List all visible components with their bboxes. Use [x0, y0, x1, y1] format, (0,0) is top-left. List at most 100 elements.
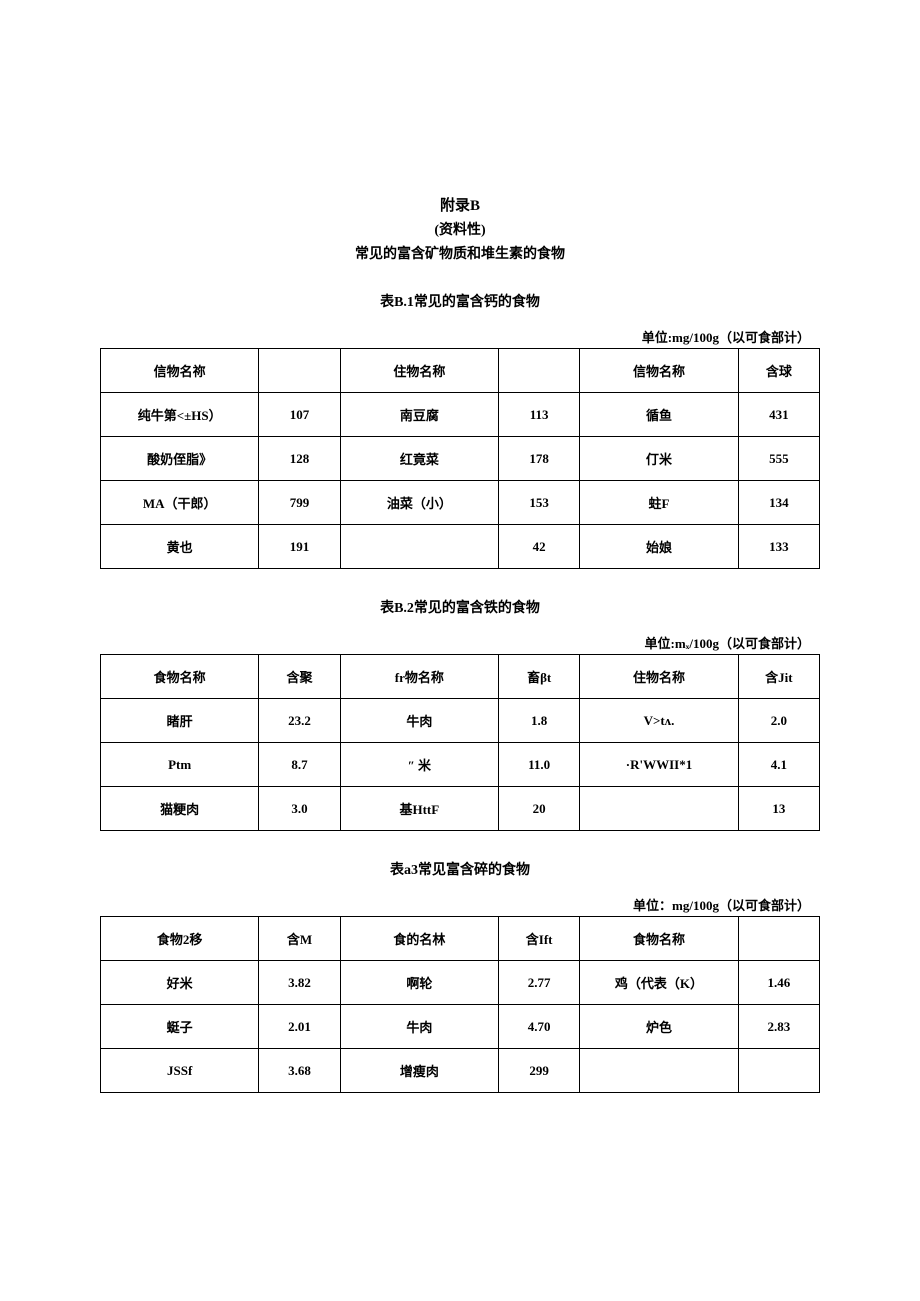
table-cell: 基HttF	[340, 787, 498, 831]
table-row: 好米3.82啊轮2.77鸡（代表（K）1.46	[101, 961, 820, 1005]
table-cell: 13	[738, 787, 819, 831]
table-cell: 鸡（代表（K）	[580, 961, 738, 1005]
table2-unit: 单位:mₓ/100g（以可食部计）	[100, 633, 820, 652]
table-cell: 猫粳肉	[101, 787, 259, 831]
table3-body: 好米3.82啊轮2.77鸡（代表（K）1.46蜓子2.01牛肉4.70炉色2.8…	[101, 961, 820, 1093]
table-cell: 107	[259, 393, 340, 437]
table-cell: 153	[499, 481, 580, 525]
table-cell: MA（干郎）	[101, 481, 259, 525]
table3: 食物2移 含M 食的名林 含Ift 食物名称 好米3.82啊轮2.77鸡（代表（…	[100, 916, 820, 1093]
table-row: 睹肝23.2牛肉1.8V>tᴧ.2.0	[101, 699, 820, 743]
table1-title: 表B.1常见的富含钙的食物	[100, 291, 820, 311]
document-header: 附录B (资料性) 常见的富含矿物质和堆生素的食物	[100, 194, 820, 263]
table2-title: 表B.2常见的富含铁的食物	[100, 597, 820, 617]
table-cell: 牛肉	[340, 1005, 498, 1049]
table-header: 含Ift	[499, 917, 580, 961]
table-cell: V>tᴧ.	[580, 699, 738, 743]
table-cell: Ptm	[101, 743, 259, 787]
table-cell: 799	[259, 481, 340, 525]
table-cell: 2.83	[738, 1005, 819, 1049]
table-row: 纯牛第<±HS）107南豆腐113循鱼431	[101, 393, 820, 437]
table-cell: 1.46	[738, 961, 819, 1005]
document-title: 常见的富含矿物质和堆生素的食物	[100, 243, 820, 263]
table-header: 含球	[738, 349, 819, 393]
table-row: JSSf3.68增瘦肉299	[101, 1049, 820, 1093]
table-cell	[340, 525, 498, 569]
table3-title: 表a3常见富含碎的食物	[100, 859, 820, 879]
table-cell: 循鱼	[580, 393, 738, 437]
table-cell: 蜓子	[101, 1005, 259, 1049]
table-row: 猫粳肉3.0基HttF2013	[101, 787, 820, 831]
table-cell: 2.0	[738, 699, 819, 743]
table-cell	[580, 1049, 738, 1093]
table-row: 信物名祢 住物名称 信物名称 含球	[101, 349, 820, 393]
table-cell: 黄也	[101, 525, 259, 569]
table-header	[259, 349, 340, 393]
table-cell: 191	[259, 525, 340, 569]
table-cell: 11.0	[499, 743, 580, 787]
table2: 食物名称 含聚 fr物名称 畜βt 住物名称 含Jit 睹肝23.2牛肉1.8V…	[100, 654, 820, 831]
table3-unit: 单位：mg/100g（以可食部计）	[100, 895, 820, 914]
table-cell: 南豆腐	[340, 393, 498, 437]
table-cell: 23.2	[259, 699, 340, 743]
table-cell: 133	[738, 525, 819, 569]
table-cell: 炉色	[580, 1005, 738, 1049]
table-cell: 128	[259, 437, 340, 481]
table-cell: 299	[499, 1049, 580, 1093]
table-cell: 酸奶侄脂》	[101, 437, 259, 481]
table-header: 信物名称	[580, 349, 738, 393]
table-cell: 始娘	[580, 525, 738, 569]
table-cell: 2.77	[499, 961, 580, 1005]
table-header: 食物名称	[101, 655, 259, 699]
table-row: 食物名称 含聚 fr物名称 畜βt 住物名称 含Jit	[101, 655, 820, 699]
table-cell: 113	[499, 393, 580, 437]
table-cell: JSSf	[101, 1049, 259, 1093]
table1-unit: 单位:mg/100g（以可食部计）	[100, 327, 820, 346]
table-cell: ″ 米	[340, 743, 498, 787]
table-row: MA（干郎）799油菜（小）153蛀F134	[101, 481, 820, 525]
table-cell: 增瘦肉	[340, 1049, 498, 1093]
table-cell: 油菜（小）	[340, 481, 498, 525]
table-cell: 4.70	[499, 1005, 580, 1049]
table-header: 食物2移	[101, 917, 259, 961]
table-cell: 红竟菜	[340, 437, 498, 481]
table-cell: 1.8	[499, 699, 580, 743]
table-cell: 3.68	[259, 1049, 340, 1093]
table-cell: 178	[499, 437, 580, 481]
table-cell: 牛肉	[340, 699, 498, 743]
table-cell: 好米	[101, 961, 259, 1005]
table-cell: 2.01	[259, 1005, 340, 1049]
table-row: 黄也19142始娘133	[101, 525, 820, 569]
table1-body: 纯牛第<±HS）107南豆腐113循鱼431酸奶侄脂》128红竟菜178仃米55…	[101, 393, 820, 569]
table1: 信物名祢 住物名称 信物名称 含球 纯牛第<±HS）107南豆腐113循鱼431…	[100, 348, 820, 569]
table-header: 食的名林	[340, 917, 498, 961]
table-cell: 8.7	[259, 743, 340, 787]
table-header: 信物名祢	[101, 349, 259, 393]
table-cell: 3.82	[259, 961, 340, 1005]
table-cell: 纯牛第<±HS）	[101, 393, 259, 437]
appendix-label: 附录B	[100, 194, 820, 215]
table-cell: 蛀F	[580, 481, 738, 525]
table-header	[499, 349, 580, 393]
table-cell	[580, 787, 738, 831]
table-header: 住物名称	[340, 349, 498, 393]
table-header: 住物名称	[580, 655, 738, 699]
table-cell: 4.1	[738, 743, 819, 787]
table-header: 食物名称	[580, 917, 738, 961]
table-cell: 啊轮	[340, 961, 498, 1005]
table-header	[738, 917, 819, 961]
table-cell: 仃米	[580, 437, 738, 481]
table-cell	[738, 1049, 819, 1093]
table-cell: 20	[499, 787, 580, 831]
table-cell: 睹肝	[101, 699, 259, 743]
table-row: 酸奶侄脂》128红竟菜178仃米555	[101, 437, 820, 481]
table-header: 含M	[259, 917, 340, 961]
table-header: 畜βt	[499, 655, 580, 699]
table-row: 食物2移 含M 食的名林 含Ift 食物名称	[101, 917, 820, 961]
table-header: 含Jit	[738, 655, 819, 699]
table2-body: 睹肝23.2牛肉1.8V>tᴧ.2.0Ptm8.7″ 米11.0·R'WWII*…	[101, 699, 820, 831]
nature-label: (资料性)	[100, 219, 820, 239]
table-row: Ptm8.7″ 米11.0·R'WWII*14.1	[101, 743, 820, 787]
table-header: fr物名称	[340, 655, 498, 699]
table-cell: 134	[738, 481, 819, 525]
